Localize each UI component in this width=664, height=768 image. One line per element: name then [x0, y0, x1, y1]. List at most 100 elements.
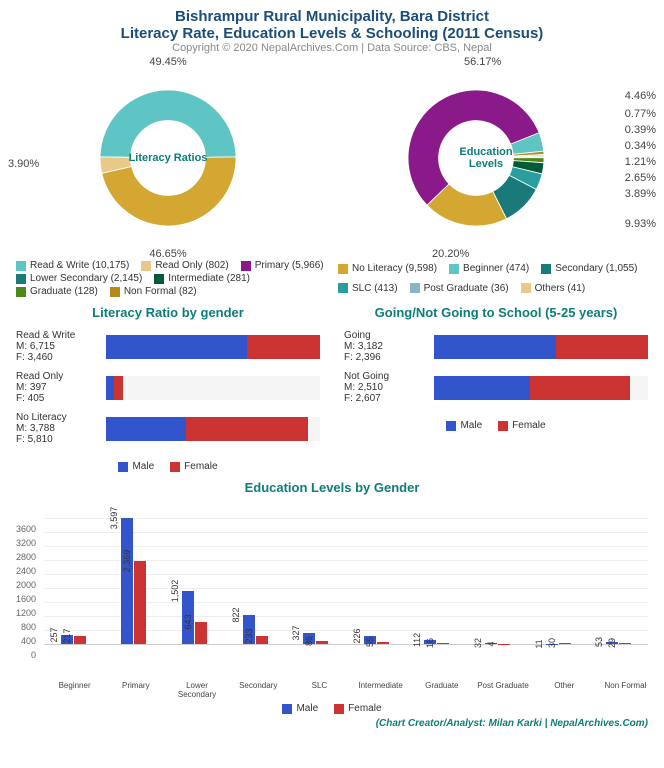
edu-pct-label: 4.46% — [625, 90, 656, 102]
credit: (Chart Creator/Analyst: Milan Karki | Ne… — [8, 714, 656, 733]
vbar-group: 32 4 — [468, 643, 527, 644]
edu-pct-label: 3.89% — [625, 188, 656, 200]
legend-item: Post Graduate (36) — [410, 280, 509, 298]
y-tick: 800 — [21, 622, 36, 632]
vbar-female: 29 — [619, 643, 631, 644]
x-label: Non Formal — [595, 681, 656, 699]
school-going-title: Going/Not Going to School (5-25 years) — [336, 305, 656, 320]
y-tick: 3200 — [16, 538, 36, 548]
vbar-female: 16 — [437, 643, 449, 644]
x-axis-labels: BeginnerPrimaryLower SecondarySecondaryS… — [8, 681, 656, 699]
title-line2: Literacy Rate, Education Levels & School… — [8, 25, 656, 42]
vbar-female: 30 — [559, 643, 571, 644]
y-axis: 04008001200160020002400280032003600 — [8, 505, 40, 641]
female-label: Female — [184, 461, 217, 472]
hbar-label: GoingM: 3,182F: 2,396 — [344, 330, 434, 363]
x-label: Post Graduate — [472, 681, 533, 699]
vbar-group: 327 86 — [286, 633, 345, 644]
legend-item: Non Formal (82) — [110, 286, 197, 297]
edu-pct-label: 0.77% — [625, 108, 656, 120]
literacy-pct-label: 49.45% — [149, 56, 186, 68]
vbar-female: 86 — [316, 641, 328, 644]
literacy-pct-label: 46.65% — [149, 248, 186, 260]
y-tick: 1200 — [16, 608, 36, 618]
school-going-chart: GoingM: 3,182F: 2,396 Not GoingM: 2,510F… — [336, 326, 656, 416]
vbar-group: 1,502 643 — [165, 591, 224, 644]
vbar-group: 226 55 — [347, 636, 406, 644]
male-label: Male — [296, 703, 318, 714]
y-tick: 2800 — [16, 552, 36, 562]
legend-item: Graduate (128) — [16, 286, 98, 297]
legend-item: Others (41) — [521, 280, 586, 298]
literacy-gender-chart: Read & WriteM: 6,715F: 3,460 Read OnlyM:… — [8, 326, 328, 457]
edu-pct-label: 0.39% — [625, 124, 656, 136]
vbar-group: 112 16 — [408, 640, 467, 644]
edu-gender-section: Education Levels by Gender 0400800120016… — [8, 480, 656, 714]
hbar-label: Read OnlyM: 397F: 405 — [16, 371, 106, 404]
copyright: Copyright © 2020 NepalArchives.Com | Dat… — [8, 42, 656, 54]
legend-item: Secondary (1,055) — [541, 260, 637, 278]
legend-item: Read Only (802) — [141, 260, 228, 271]
edu-pct-label: 56.17% — [464, 56, 501, 68]
legend-item: Primary (5,966) — [241, 260, 324, 271]
vbar-female: 2,369 — [134, 561, 146, 644]
y-tick: 400 — [21, 636, 36, 646]
gender-legend: Male Female — [8, 461, 328, 472]
y-tick: 3600 — [16, 524, 36, 534]
hbar-label: No LiteracyM: 3,788F: 5,810 — [16, 412, 106, 445]
edu-pct-label: 2.65% — [625, 172, 656, 184]
hbar-row: Not GoingM: 2,510F: 2,607 — [344, 371, 648, 404]
edu-pct-label: 1.21% — [625, 156, 656, 168]
vbar-female: 217 — [74, 636, 86, 644]
hbar-label: Read & WriteM: 6,715F: 3,460 — [16, 330, 106, 363]
hbar-row: Read & WriteM: 6,715F: 3,460 — [16, 330, 320, 363]
x-label: SLC — [289, 681, 350, 699]
literacy-gender-title: Literacy Ratio by gender — [8, 305, 328, 320]
edu-gender-title: Education Levels by Gender — [8, 480, 656, 495]
edu-pct-label: 0.34% — [625, 140, 656, 152]
hbar-row: No LiteracyM: 3,788F: 5,810 — [16, 412, 320, 445]
y-tick: 1600 — [16, 594, 36, 604]
vbar-female: 233 — [256, 636, 268, 644]
donut-slice — [100, 90, 236, 157]
female-label: Female — [512, 420, 545, 431]
vbar-group: 11 30 — [529, 643, 588, 644]
legend-item: Intermediate (281) — [154, 273, 250, 284]
edu-pct-label: 9.93% — [625, 218, 656, 230]
x-label: Beginner — [44, 681, 105, 699]
gender-legend: Male Female — [336, 420, 656, 431]
literacy-gender-section: Literacy Ratio by gender Read & WriteM: … — [8, 299, 328, 472]
legend-item: Read & Write (10,175) — [16, 260, 129, 271]
vbar-female: 643 — [195, 622, 207, 645]
hbar-label: Not GoingM: 2,510F: 2,607 — [344, 371, 434, 404]
vbar-male: 3,597 — [121, 518, 133, 644]
title-block: Bishrampur Rural Municipality, Bara Dist… — [8, 8, 656, 54]
female-label: Female — [348, 703, 381, 714]
vbar-group: 3,597 2,369 — [105, 518, 164, 644]
title-line1: Bishrampur Rural Municipality, Bara Dist… — [8, 8, 656, 25]
male-label: Male — [132, 461, 154, 472]
x-label: Other — [534, 681, 595, 699]
x-label: Secondary — [228, 681, 289, 699]
vbar-group: 822 233 — [226, 615, 285, 644]
y-tick: 2400 — [16, 566, 36, 576]
male-label: Male — [460, 420, 482, 431]
vbar-female: 55 — [377, 642, 389, 644]
edu-gender-chart: 257 217 3,597 2,369 1,502 643 822 233 32… — [44, 505, 648, 645]
legend-item: No Literacy (9,598) — [338, 260, 437, 278]
x-label: Primary — [105, 681, 166, 699]
legend-item: Lower Secondary (2,145) — [16, 273, 142, 284]
y-tick: 2000 — [16, 580, 36, 590]
hbar-row: Read OnlyM: 397F: 405 — [16, 371, 320, 404]
edu-pct-label: 20.20% — [432, 248, 469, 260]
vbar-group: 53 29 — [589, 642, 648, 644]
legend-item: Beginner (474) — [449, 260, 529, 278]
vbar-group: 257 217 — [44, 635, 103, 644]
education-donut-center: Education Levels — [446, 146, 526, 170]
literacy-donut-section: Literacy Ratios 49.45% 3.90% 46.65% — [8, 58, 328, 258]
literacy-pct-label: 3.90% — [8, 158, 39, 170]
donut-legend: Read & Write (10,175) Read Only (802) Prim… — [8, 258, 656, 299]
x-label: Intermediate — [350, 681, 411, 699]
literacy-donut-center: Literacy Ratios — [128, 152, 208, 164]
school-going-section: Going/Not Going to School (5-25 years) G… — [336, 299, 656, 472]
